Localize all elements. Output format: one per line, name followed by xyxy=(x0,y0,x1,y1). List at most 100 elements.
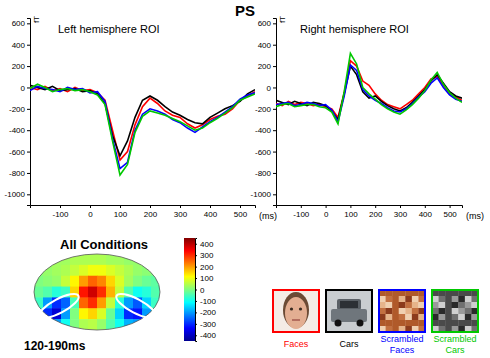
cell xyxy=(43,276,53,287)
tick: -600 xyxy=(255,148,276,157)
tick-label: 0 xyxy=(200,286,205,295)
tick-label: 400 xyxy=(204,210,218,219)
cell xyxy=(151,265,161,276)
cell xyxy=(124,276,134,287)
legend-icon-patch xyxy=(386,314,393,320)
tick-label: 500 xyxy=(234,210,248,219)
tick-label: 400 xyxy=(12,41,26,50)
legend-icon-patch xyxy=(432,302,439,308)
legend-icon-patch xyxy=(405,314,412,320)
legend-icon-patch xyxy=(379,296,386,302)
legend-swatch xyxy=(326,290,372,332)
cell xyxy=(34,319,44,330)
legend-icon-patch xyxy=(445,302,452,308)
legend-label: Faces xyxy=(284,339,309,349)
cell xyxy=(88,297,98,308)
tick-mark xyxy=(273,173,276,174)
legend-icon-face xyxy=(285,297,307,329)
legend-icon-eye xyxy=(290,307,293,310)
cell xyxy=(142,287,152,298)
cell xyxy=(124,265,134,276)
cell xyxy=(151,254,161,265)
cell xyxy=(79,287,89,298)
legend-icon-patch xyxy=(445,296,452,302)
cell xyxy=(52,254,62,265)
cell xyxy=(97,308,107,319)
tick-mark xyxy=(27,45,30,46)
tick-label: 0 xyxy=(88,210,93,219)
cell xyxy=(34,265,44,276)
head-outline xyxy=(34,254,160,330)
y-axis-title: fT xyxy=(278,16,287,23)
colorbar-axis-line xyxy=(196,239,198,342)
cell xyxy=(142,319,152,330)
legend-icon-patch xyxy=(445,320,452,326)
tick: -200 xyxy=(195,308,217,317)
tick-mark xyxy=(120,205,121,208)
tick-mark xyxy=(273,23,276,24)
figure: PS6004002000-200-400-600-800-1000-100010… xyxy=(0,0,490,358)
tick-label: -300 xyxy=(200,320,217,329)
legend-icon-patch xyxy=(386,296,393,302)
tick-mark xyxy=(273,130,276,131)
legend-icon-patch xyxy=(458,302,465,308)
legend-icon-patch xyxy=(432,308,439,314)
tick-mark xyxy=(273,66,276,67)
legend-icon-patch xyxy=(386,302,393,308)
legend-icon-patch xyxy=(379,302,386,308)
tick: 300 xyxy=(195,251,214,260)
tick-label: 400 xyxy=(419,210,433,219)
legend-icon-patch xyxy=(465,320,472,326)
legend-icon-patch xyxy=(458,314,465,320)
tick: -400 xyxy=(255,126,276,135)
cell xyxy=(106,308,116,319)
legend-icon-patch xyxy=(458,296,465,302)
legend-icon-patch xyxy=(412,314,419,320)
legend-icon-patch xyxy=(452,308,459,314)
tick-label: 300 xyxy=(200,251,214,260)
roi-outline xyxy=(36,289,81,322)
legend-icon-patch xyxy=(399,308,406,314)
cell xyxy=(142,254,152,265)
series-line xyxy=(276,53,462,124)
x-axis: -1000100200300400500 xyxy=(31,205,256,219)
legend-swatch xyxy=(273,290,319,332)
legend-icon-bg xyxy=(273,290,319,332)
tick-mark xyxy=(195,267,197,268)
tick-label: -800 xyxy=(255,169,272,178)
cell xyxy=(43,254,53,265)
cell xyxy=(115,308,125,319)
tick: 0 xyxy=(21,84,30,93)
tick-label: 400 xyxy=(200,240,214,249)
tick-mark xyxy=(375,205,376,208)
tick-label: 200 xyxy=(12,62,26,71)
legend-swatch xyxy=(379,290,425,332)
legend-icon-patch xyxy=(439,308,446,314)
tick: 400 xyxy=(195,240,214,249)
tick: 300 xyxy=(394,205,408,219)
tick: 0 xyxy=(88,205,93,219)
tick-label: -1000 xyxy=(5,190,26,199)
cell xyxy=(115,319,125,330)
cell xyxy=(97,276,107,287)
legend-icon-patch xyxy=(399,314,406,320)
chart-title: Left hemisphere ROI xyxy=(58,23,160,35)
tick-label: 100 xyxy=(344,210,358,219)
cell xyxy=(70,319,80,330)
cell xyxy=(52,265,62,276)
cell xyxy=(124,254,134,265)
line-chart: 6004002000-200-400-600-800-1000-10001002… xyxy=(5,16,277,221)
cell xyxy=(70,276,80,287)
y-axis-line xyxy=(273,19,277,206)
tick-mark xyxy=(301,205,302,208)
tick: -400 xyxy=(195,331,217,340)
cell xyxy=(34,254,44,265)
legend-icon-patch xyxy=(439,302,446,308)
legend-entry: ScrambledFaces xyxy=(379,290,425,355)
legend-icon-patch xyxy=(458,320,465,326)
legend-icon-patch xyxy=(439,314,446,320)
legend-icon-roof xyxy=(337,299,361,310)
tick-label: 400 xyxy=(258,41,272,50)
tick-label: 600 xyxy=(12,19,26,28)
cell xyxy=(97,297,107,308)
